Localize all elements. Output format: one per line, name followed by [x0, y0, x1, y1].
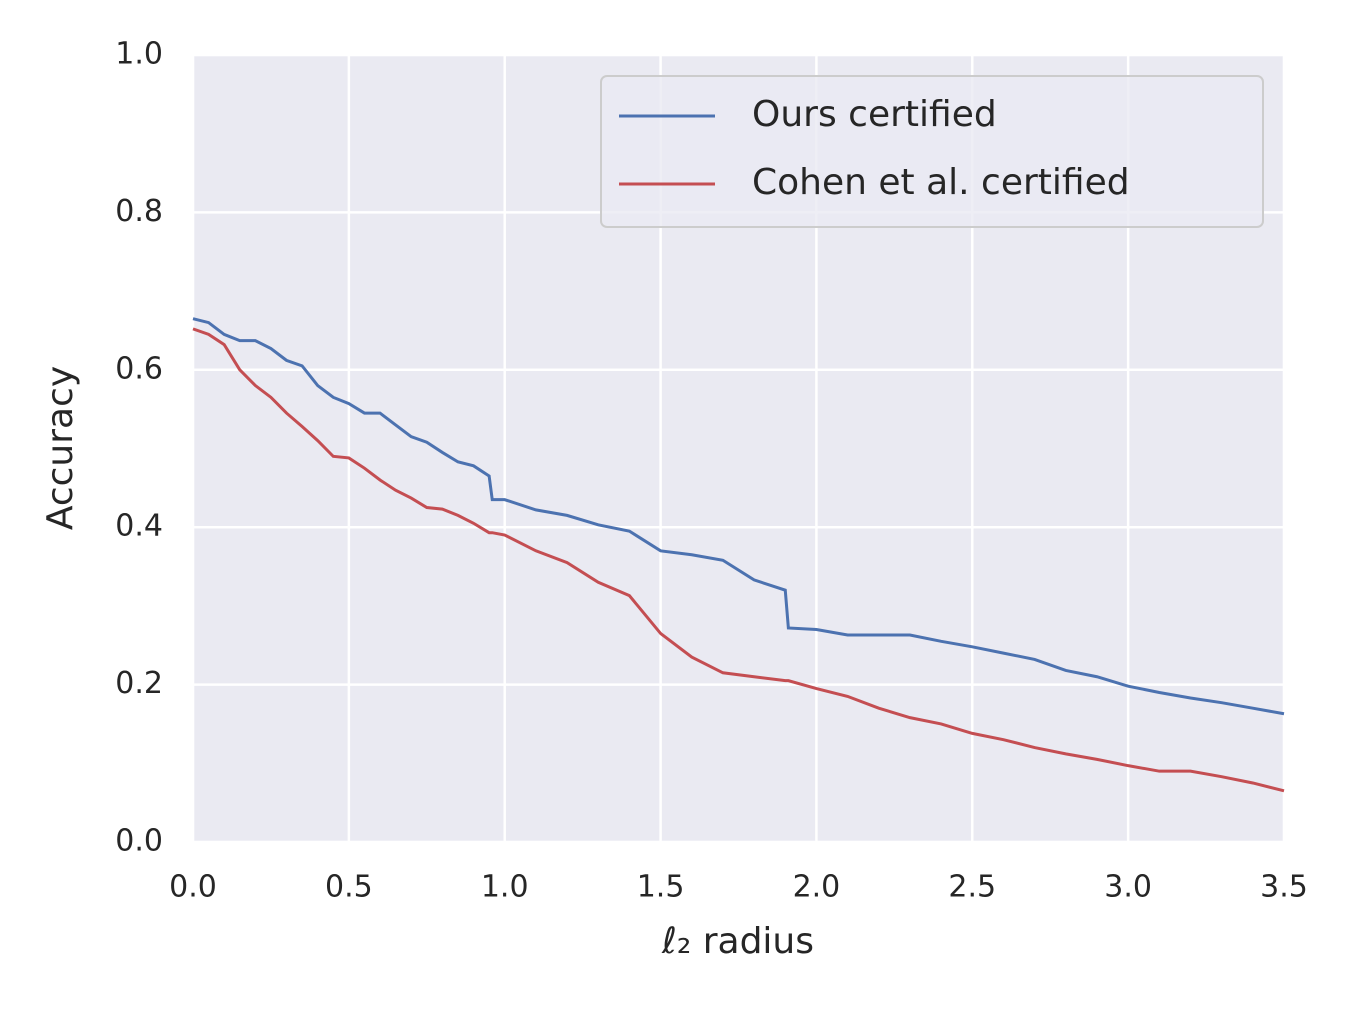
x-tick-label: 3.0 [1104, 870, 1152, 905]
y-tick-label: 1.0 [115, 37, 163, 72]
data-line [192, 327, 1285, 793]
legend-label: Cohen et al. certified [752, 162, 1130, 203]
y-tick-label: 0.8 [115, 194, 163, 229]
x-tick-label: 0.5 [325, 870, 373, 905]
y-tick-label: 0.6 [115, 351, 163, 386]
y-tick-label: 0.0 [115, 824, 163, 859]
x-tick-label: 1.5 [637, 870, 685, 905]
x-tick-label: 2.5 [948, 870, 996, 905]
x-tick-label: 3.5 [1260, 870, 1308, 905]
legend-box [600, 75, 1264, 228]
y-tick-label: 0.4 [115, 509, 163, 544]
data-line [192, 317, 1285, 716]
x-tick-label: 0.0 [169, 870, 217, 905]
y-tick-label: 0.2 [115, 666, 163, 701]
x-axis-label: ℓ₂ radius [661, 921, 814, 962]
x-tick-label: 2.0 [793, 870, 841, 905]
x-tick-label: 1.0 [481, 870, 529, 905]
y-axis-label: Accuracy [40, 366, 81, 530]
legend-label: Ours certified [752, 94, 997, 135]
